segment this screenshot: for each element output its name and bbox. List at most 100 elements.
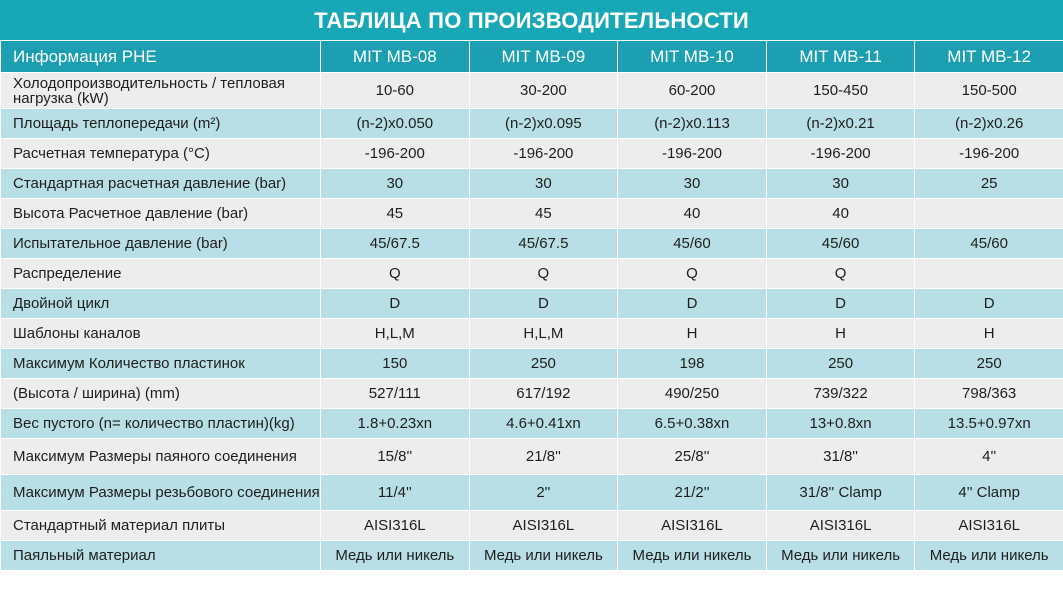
- table-cell: (n-2)x0.21: [765, 108, 916, 139]
- table-cell: 30: [617, 168, 767, 199]
- table-cell: 45/67.5: [468, 228, 619, 259]
- table-cell: Медь или никель: [765, 540, 916, 571]
- header-cell-model: MIT MB-08: [320, 40, 470, 73]
- table-cell: 45: [468, 198, 619, 229]
- table-cell: 30: [468, 168, 619, 199]
- table-cell: AISI316L: [914, 510, 1063, 541]
- row-label: Вес пустого (n= количество пластин)(kg): [0, 408, 321, 439]
- table-cell: 45: [320, 198, 470, 229]
- table-cell: 31/8'' Clamp: [765, 474, 916, 511]
- row-label: Площадь теплопередачи (m²): [0, 108, 321, 139]
- header-cell-model: MIT MB-09: [468, 40, 619, 73]
- table-cell: AISI316L: [468, 510, 619, 541]
- table-cell: H: [914, 318, 1063, 349]
- table-cell: 2'': [468, 474, 619, 511]
- table-cell: Медь или никель: [617, 540, 767, 571]
- table-row: Максимум Размеры резьбового соединения 1…: [0, 474, 1063, 511]
- table-cell: Q: [468, 258, 619, 289]
- table-title: ТАБЛИЦА ПО ПРОИЗВОДИТЕЛЬНОСТИ: [0, 0, 1063, 40]
- table-cell: (n-2)x0.113: [617, 108, 767, 139]
- table-row: Расчетная температура (°C) -196-200 -196…: [0, 138, 1063, 169]
- table-cell: 490/250: [617, 378, 767, 409]
- row-label: Холодопроизводительность / тепловая нагр…: [0, 72, 321, 109]
- table-row: Стандартный материал плиты AISI316L AISI…: [0, 510, 1063, 541]
- row-label: Распределение: [0, 258, 321, 289]
- table-cell: H,L,M: [320, 318, 470, 349]
- table-cell: 15/8'': [320, 438, 470, 475]
- table-cell: 250: [914, 348, 1063, 379]
- table-row: Распределение Q Q Q Q: [0, 258, 1063, 289]
- performance-table: Информация PHE MIT MB-08 MIT MB-09 MIT M…: [0, 40, 1063, 571]
- table-row: Площадь теплопередачи (m²) (n-2)x0.050 (…: [0, 108, 1063, 139]
- table-cell: 60-200: [617, 72, 767, 109]
- table-cell: -196-200: [765, 138, 916, 169]
- table-cell: H,L,M: [468, 318, 619, 349]
- table-row: (Высота / ширина) (mm) 527/111 617/192 4…: [0, 378, 1063, 409]
- table-cell: (n-2)x0.26: [914, 108, 1063, 139]
- table-cell: 617/192: [468, 378, 619, 409]
- table-cell: 31/8'': [765, 438, 916, 475]
- table-cell: -196-200: [914, 138, 1063, 169]
- table-row: Шаблоны каналов H,L,M H,L,M H H H: [0, 318, 1063, 349]
- table-cell: 527/111: [320, 378, 470, 409]
- table-cell: -196-200: [468, 138, 619, 169]
- row-label: Стандартная расчетная давление (bar): [0, 168, 321, 199]
- table-cell: -196-200: [320, 138, 470, 169]
- table-cell: D: [765, 288, 916, 319]
- row-label: Двойной цикл: [0, 288, 321, 319]
- table-row: Максимум Количество пластинок 150 250 19…: [0, 348, 1063, 379]
- table-cell: 150-500: [914, 72, 1063, 109]
- table-cell: 40: [617, 198, 767, 229]
- table-cell: 4.6+0.41xn: [468, 408, 619, 439]
- table-cell: 798/363: [914, 378, 1063, 409]
- row-label: Стандартный материал плиты: [0, 510, 321, 541]
- table-cell: 30: [320, 168, 470, 199]
- table-row: Высота Расчетное давление (bar) 45 45 40…: [0, 198, 1063, 229]
- table-cell: 45/67.5: [320, 228, 470, 259]
- table-cell: 30: [765, 168, 916, 199]
- table-cell: H: [765, 318, 916, 349]
- table-row: Испытательное давление (bar) 45/67.5 45/…: [0, 228, 1063, 259]
- table-cell: D: [320, 288, 470, 319]
- header-cell-model: MIT MB-11: [765, 40, 916, 73]
- table-cell: 21/8'': [468, 438, 619, 475]
- table-cell: 6.5+0.38xn: [617, 408, 767, 439]
- table-cell: Q: [617, 258, 767, 289]
- table-cell: 25/8'': [617, 438, 767, 475]
- table-cell: H: [617, 318, 767, 349]
- table-cell: D: [468, 288, 619, 319]
- row-label: Максимум Размеры резьбового соединения: [0, 474, 321, 511]
- table-cell: 11/4'': [320, 474, 470, 511]
- table-cell: 250: [468, 348, 619, 379]
- header-cell-model: MIT MB-12: [914, 40, 1063, 73]
- table-cell: 150-450: [765, 72, 916, 109]
- table-row: Двойной цикл D D D D D: [0, 288, 1063, 319]
- row-label: Расчетная температура (°C): [0, 138, 321, 169]
- table-cell: 13+0.8xn: [765, 408, 916, 439]
- table-cell: 198: [617, 348, 767, 379]
- table-cell: 25: [914, 168, 1063, 199]
- table-cell: 45/60: [765, 228, 916, 259]
- table-row: Паяльный материал Медь или никель Медь и…: [0, 540, 1063, 571]
- table-cell: 4'': [914, 438, 1063, 475]
- table-cell: (n-2)x0.050: [320, 108, 470, 139]
- table-cell: AISI316L: [617, 510, 767, 541]
- row-label: Паяльный материал: [0, 540, 321, 571]
- table-cell: 4'' Clamp: [914, 474, 1063, 511]
- table-row: Стандартная расчетная давление (bar) 30 …: [0, 168, 1063, 199]
- table-cell: 45/60: [914, 228, 1063, 259]
- table-cell: Медь или никель: [320, 540, 470, 571]
- row-label: Шаблоны каналов: [0, 318, 321, 349]
- table-cell: 13.5+0.97xn: [914, 408, 1063, 439]
- table-cell: 10-60: [320, 72, 470, 109]
- table-cell: 40: [765, 198, 916, 229]
- table-cell: D: [914, 288, 1063, 319]
- row-label: (Высота / ширина) (mm): [0, 378, 321, 409]
- table-cell: (n-2)x0.095: [468, 108, 619, 139]
- table-cell: -196-200: [617, 138, 767, 169]
- table-cell: Q: [320, 258, 470, 289]
- table-cell: Q: [765, 258, 916, 289]
- table-cell: AISI316L: [765, 510, 916, 541]
- header-row: Информация PHE MIT MB-08 MIT MB-09 MIT M…: [0, 40, 1063, 73]
